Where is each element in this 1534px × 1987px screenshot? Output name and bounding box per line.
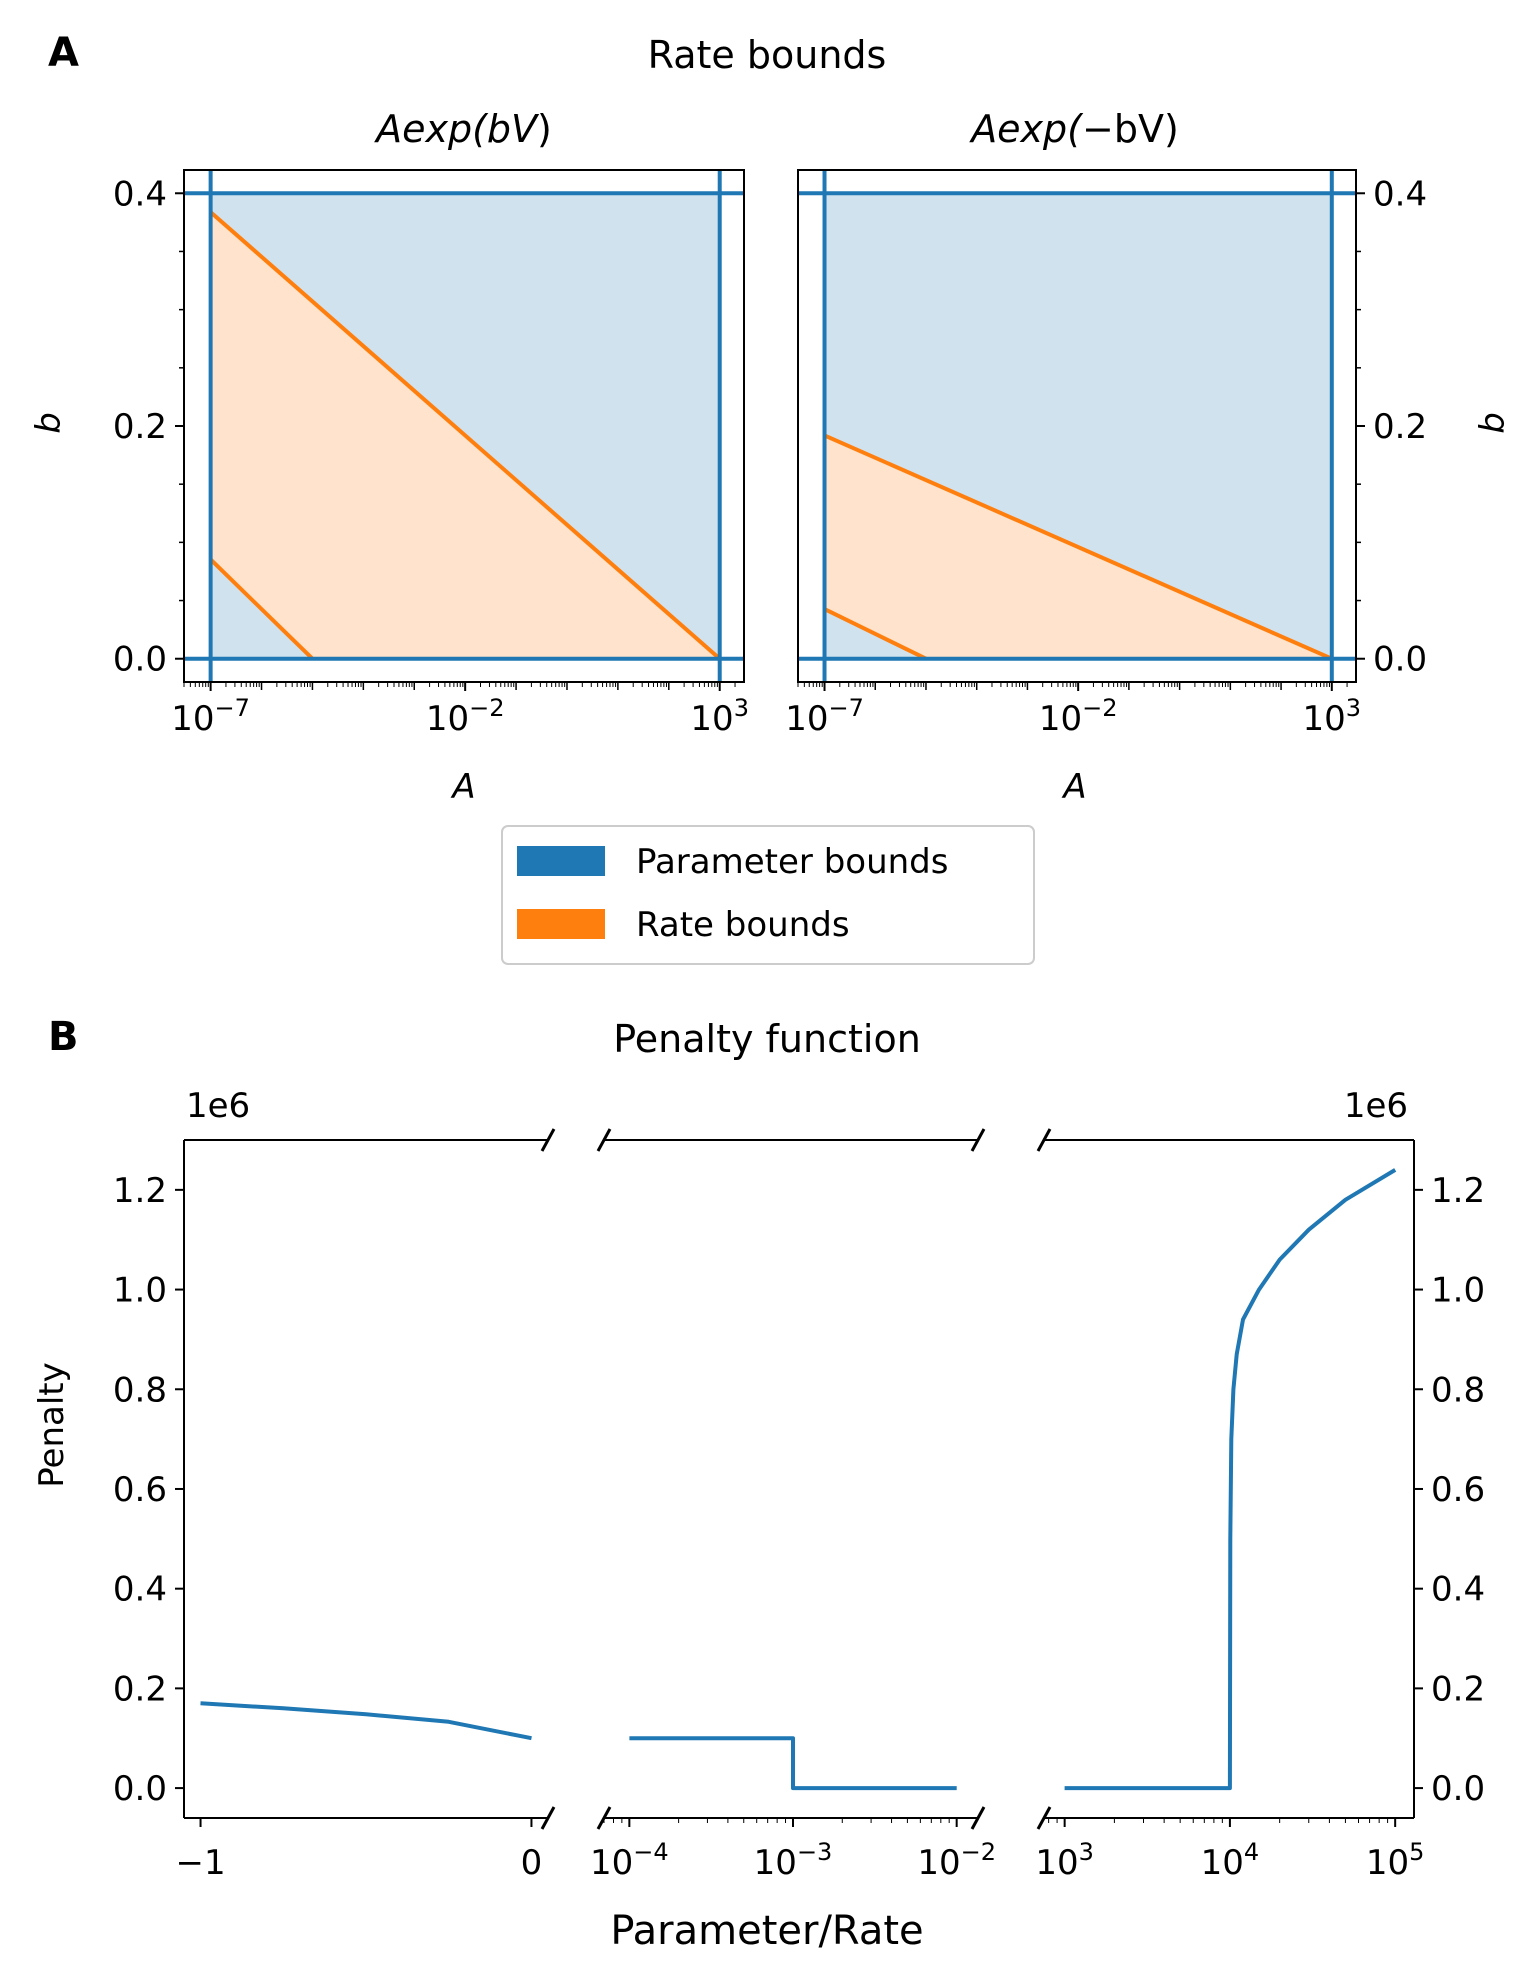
y-tick-label: 0.2 bbox=[1373, 407, 1427, 447]
x-tick-label: −1 bbox=[175, 1843, 225, 1883]
y-tick-label-left: 0.6 bbox=[113, 1470, 167, 1510]
chart-a-exp-neg-bv-ylabel: b bbox=[1473, 412, 1513, 434]
x-tick-label: 0 bbox=[521, 1843, 543, 1883]
x-tick-label: 103 bbox=[1303, 694, 1362, 739]
y-tick-label-right: 0.0 bbox=[1431, 1769, 1485, 1809]
y-tick-label-left: 0.2 bbox=[113, 1669, 167, 1709]
x-tick-label: 10−2 bbox=[917, 1838, 996, 1883]
chart-a-exp-neg-bv-xlabel: A bbox=[1061, 767, 1086, 807]
x-tick-label: 10−3 bbox=[754, 1838, 833, 1883]
y-tick-label: 0.4 bbox=[113, 174, 167, 214]
chart-penalty-function: Penalty Parameter/Rate 1e6 1e6 −1 0 10−4 10… bbox=[32, 1086, 1485, 1954]
axis-break-mark bbox=[540, 1806, 556, 1830]
x-tick-label: 10−4 bbox=[590, 1838, 669, 1883]
rate-upper-bound-line bbox=[823, 433, 1333, 661]
chart-a-exp-bv-xlabel: A bbox=[450, 767, 475, 807]
axis-break-mark bbox=[970, 1806, 986, 1830]
y-tick-label: 0.4 bbox=[1373, 174, 1427, 214]
legend-label-rate-bounds: Rate bounds bbox=[636, 905, 850, 945]
y-tick-label-left: 0.4 bbox=[113, 1570, 167, 1610]
y-tick-label: 0.0 bbox=[1373, 640, 1427, 680]
axis-break-mark bbox=[596, 1128, 612, 1152]
chart-a-exp-bv-subtitle: Aexp(bV) bbox=[373, 107, 552, 151]
axis-break-mark bbox=[540, 1128, 556, 1152]
y-tick-label-right: 1.0 bbox=[1431, 1271, 1485, 1311]
legend: Parameter bounds Rate bounds bbox=[501, 825, 1035, 965]
penalty-line bbox=[200, 1701, 532, 1741]
rate-upper-bound-line bbox=[209, 210, 722, 661]
penalty-line bbox=[1064, 1168, 1397, 1791]
y-tick-label: 0.2 bbox=[113, 407, 167, 447]
penalty-offset-left: 1e6 bbox=[186, 1086, 250, 1126]
panel-b-title: Penalty function bbox=[613, 1017, 921, 1061]
panel-a-title: Rate bounds bbox=[648, 33, 887, 77]
x-tick-label: 105 bbox=[1366, 1838, 1425, 1883]
penalty-line bbox=[629, 1736, 957, 1791]
rate-lower-bound-line bbox=[209, 558, 314, 661]
chart-a-exp-bv-ylabel: b bbox=[29, 412, 69, 434]
y-tick-label-left: 1.2 bbox=[113, 1171, 167, 1211]
penalty-xlabel: Parameter/Rate bbox=[610, 1908, 923, 1954]
x-tick-label: 10−2 bbox=[426, 694, 505, 739]
axis-break-mark bbox=[970, 1128, 986, 1152]
chart-a-exp-bv: Aexp(bV) A b 10−7 10−2 103 0.0 0.2 0.4 bbox=[29, 107, 749, 807]
y-tick-label: 0.0 bbox=[113, 640, 167, 680]
y-tick-label-right: 0.4 bbox=[1431, 1570, 1485, 1610]
y-tick-label-left: 0.0 bbox=[113, 1769, 167, 1809]
legend-swatch-parameter-bounds bbox=[517, 846, 605, 876]
axis-break-mark bbox=[596, 1806, 612, 1830]
x-tick-label: 10−2 bbox=[1039, 694, 1118, 739]
axis-break-mark bbox=[1036, 1806, 1052, 1830]
axis-break-mark bbox=[1036, 1128, 1052, 1152]
legend-swatch-rate-bounds bbox=[517, 909, 605, 939]
legend-frame bbox=[501, 825, 1035, 965]
y-tick-label-right: 0.8 bbox=[1431, 1370, 1485, 1410]
legend-label-parameter-bounds: Parameter bounds bbox=[636, 842, 948, 882]
panel-b-letter: B bbox=[48, 1014, 79, 1060]
penalty-ylabel: Penalty bbox=[32, 1362, 72, 1488]
y-tick-label-right: 0.6 bbox=[1431, 1470, 1485, 1510]
y-tick-label-right: 1.2 bbox=[1431, 1171, 1485, 1211]
chart-a-exp-neg-bv-subtitle: Aexp(−bV) bbox=[968, 107, 1179, 151]
chart-a-exp-neg-bv: Aexp(−bV) A b 10−7 10−2 103 0.0 0.2 0.4 bbox=[785, 107, 1513, 807]
y-tick-label-left: 1.0 bbox=[113, 1271, 167, 1311]
penalty-offset-right: 1e6 bbox=[1344, 1086, 1408, 1126]
x-tick-label: 103 bbox=[690, 694, 749, 739]
x-tick-label: 104 bbox=[1201, 1838, 1260, 1883]
x-tick-label: 10−7 bbox=[171, 694, 250, 739]
rate-lower-bound-line bbox=[823, 607, 927, 661]
y-tick-label-right: 0.2 bbox=[1431, 1669, 1485, 1709]
x-tick-label: 10−7 bbox=[785, 694, 864, 739]
x-tick-label: 103 bbox=[1035, 1838, 1094, 1883]
panel-a-letter: A bbox=[48, 30, 79, 76]
y-tick-label-left: 0.8 bbox=[113, 1370, 167, 1410]
